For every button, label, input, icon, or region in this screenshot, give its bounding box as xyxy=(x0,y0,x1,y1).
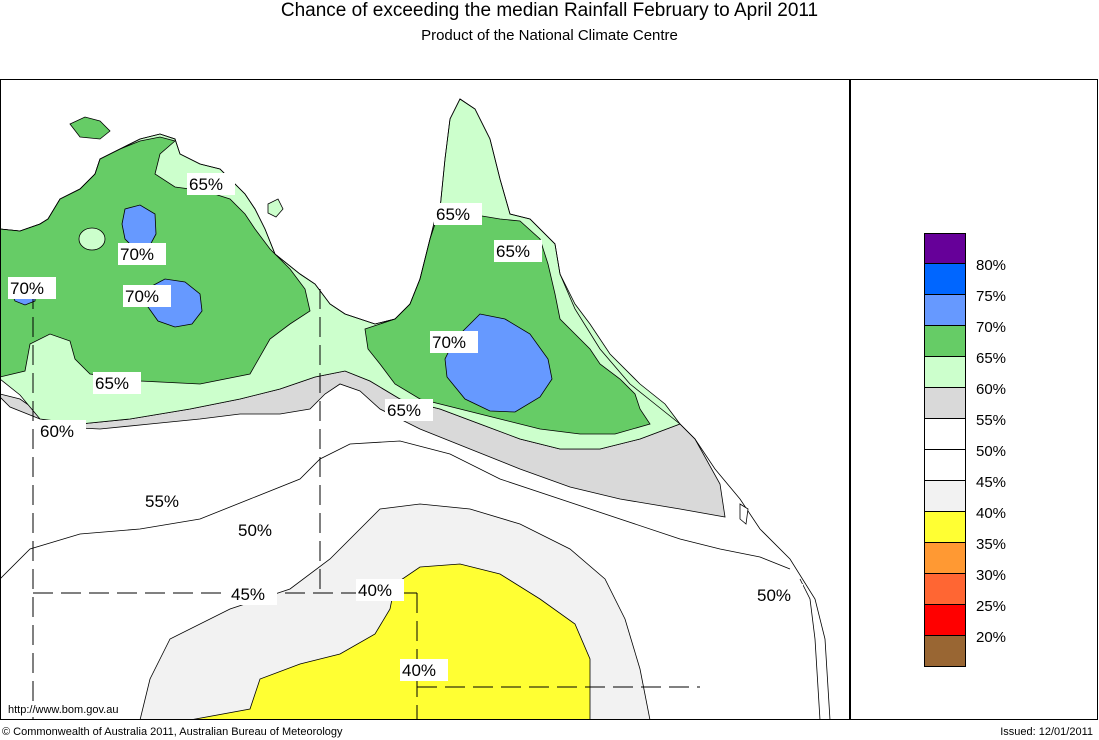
island-melville xyxy=(69,116,111,140)
label-50-west: 50% xyxy=(236,519,284,541)
issued-date: Issued: 12/01/2011 xyxy=(1000,726,1093,738)
label-65-mid-left: 65% xyxy=(93,372,141,394)
contour-label: 70% xyxy=(125,287,159,306)
contour-label: 45% xyxy=(231,585,265,604)
label-40-bottom: 40% xyxy=(400,659,448,681)
label-60: 60% xyxy=(38,420,86,442)
island-groote xyxy=(267,198,284,218)
legend-swatch xyxy=(924,419,966,450)
label-65-cape-right: 65% xyxy=(494,240,542,262)
legend-label: 25% xyxy=(976,598,1007,615)
legend-swatch xyxy=(924,233,966,264)
contour-label: 50% xyxy=(757,586,791,605)
legend-swatch xyxy=(924,512,966,543)
legend-label: 20% xyxy=(976,629,1007,646)
contour-label: 65% xyxy=(387,401,421,420)
label-40-top: 40% xyxy=(356,579,404,601)
legend-label: 70% xyxy=(976,319,1007,336)
legend-label: 50% xyxy=(976,443,1007,460)
legend-label: 45% xyxy=(976,474,1007,491)
legend-swatch xyxy=(924,450,966,481)
legend-swatch xyxy=(924,326,966,357)
coast-northwest xyxy=(0,98,831,720)
legend-swatch xyxy=(924,357,966,388)
contour-50 xyxy=(0,440,791,580)
contour-label: 50% xyxy=(238,521,272,540)
label-50-east: 50% xyxy=(755,584,803,606)
contour-label: 65% xyxy=(436,205,470,224)
label-45: 45% xyxy=(229,583,277,605)
contour-label: 40% xyxy=(402,661,436,680)
rainfall-outlook-map: 65% 65% 65% 70% 70% 70% xyxy=(0,79,850,720)
legend-swatch xyxy=(924,295,966,326)
legend-label: 30% xyxy=(976,567,1007,584)
contour-label: 65% xyxy=(189,175,223,194)
legend-label: 35% xyxy=(976,536,1007,553)
contour-label: 65% xyxy=(95,374,129,393)
map-title: Chance of exceeding the median Rainfall … xyxy=(280,0,819,21)
contour-label: 70% xyxy=(10,279,44,298)
contour-label: 65% xyxy=(496,242,530,261)
map-subtitle: Product of the National Climate Centre xyxy=(421,27,678,44)
legend-label: 75% xyxy=(976,288,1007,305)
legend-swatch xyxy=(924,388,966,419)
contour-label: 60% xyxy=(40,422,74,441)
contour-label: 40% xyxy=(358,581,392,600)
label-65-mid-right: 65% xyxy=(385,399,433,421)
label-65-cape-top: 65% xyxy=(434,203,482,225)
zone-60-island xyxy=(78,227,106,251)
legend-swatches xyxy=(924,233,966,667)
legend-swatch xyxy=(924,264,966,295)
label-70-c: 70% xyxy=(8,277,56,299)
bom-url[interactable]: http://www.bom.gov.au xyxy=(6,704,121,717)
legend-panel xyxy=(850,79,1098,720)
copyright-text: © Commonwealth of Australia 2011, Austra… xyxy=(2,726,343,738)
zone-40 xyxy=(189,563,591,720)
legend-swatch xyxy=(924,636,966,667)
legend-swatch xyxy=(924,605,966,636)
label-70-a: 70% xyxy=(118,243,166,265)
map-frame xyxy=(0,79,850,720)
legend-label: 80% xyxy=(976,257,1007,274)
label-70-d: 70% xyxy=(430,331,478,353)
contour-label: 70% xyxy=(432,333,466,352)
legend-swatch xyxy=(924,543,966,574)
island-fraser xyxy=(739,503,749,525)
legend-swatch xyxy=(924,481,966,512)
label-70-b: 70% xyxy=(123,285,171,307)
contour-50-east xyxy=(799,578,821,720)
legend-swatch xyxy=(924,574,966,605)
legend-label: 60% xyxy=(976,381,1007,398)
legend-label: 40% xyxy=(976,505,1007,522)
label-65-top-left: 65% xyxy=(187,173,235,195)
contour-label: 55% xyxy=(145,492,179,511)
legend-label: 65% xyxy=(976,350,1007,367)
contour-label: 70% xyxy=(120,245,154,264)
label-55: 55% xyxy=(143,490,191,512)
legend-label: 55% xyxy=(976,412,1007,429)
state-borders xyxy=(32,289,700,720)
contour-labels: 65% 65% 65% 70% 70% 70% xyxy=(8,173,803,681)
